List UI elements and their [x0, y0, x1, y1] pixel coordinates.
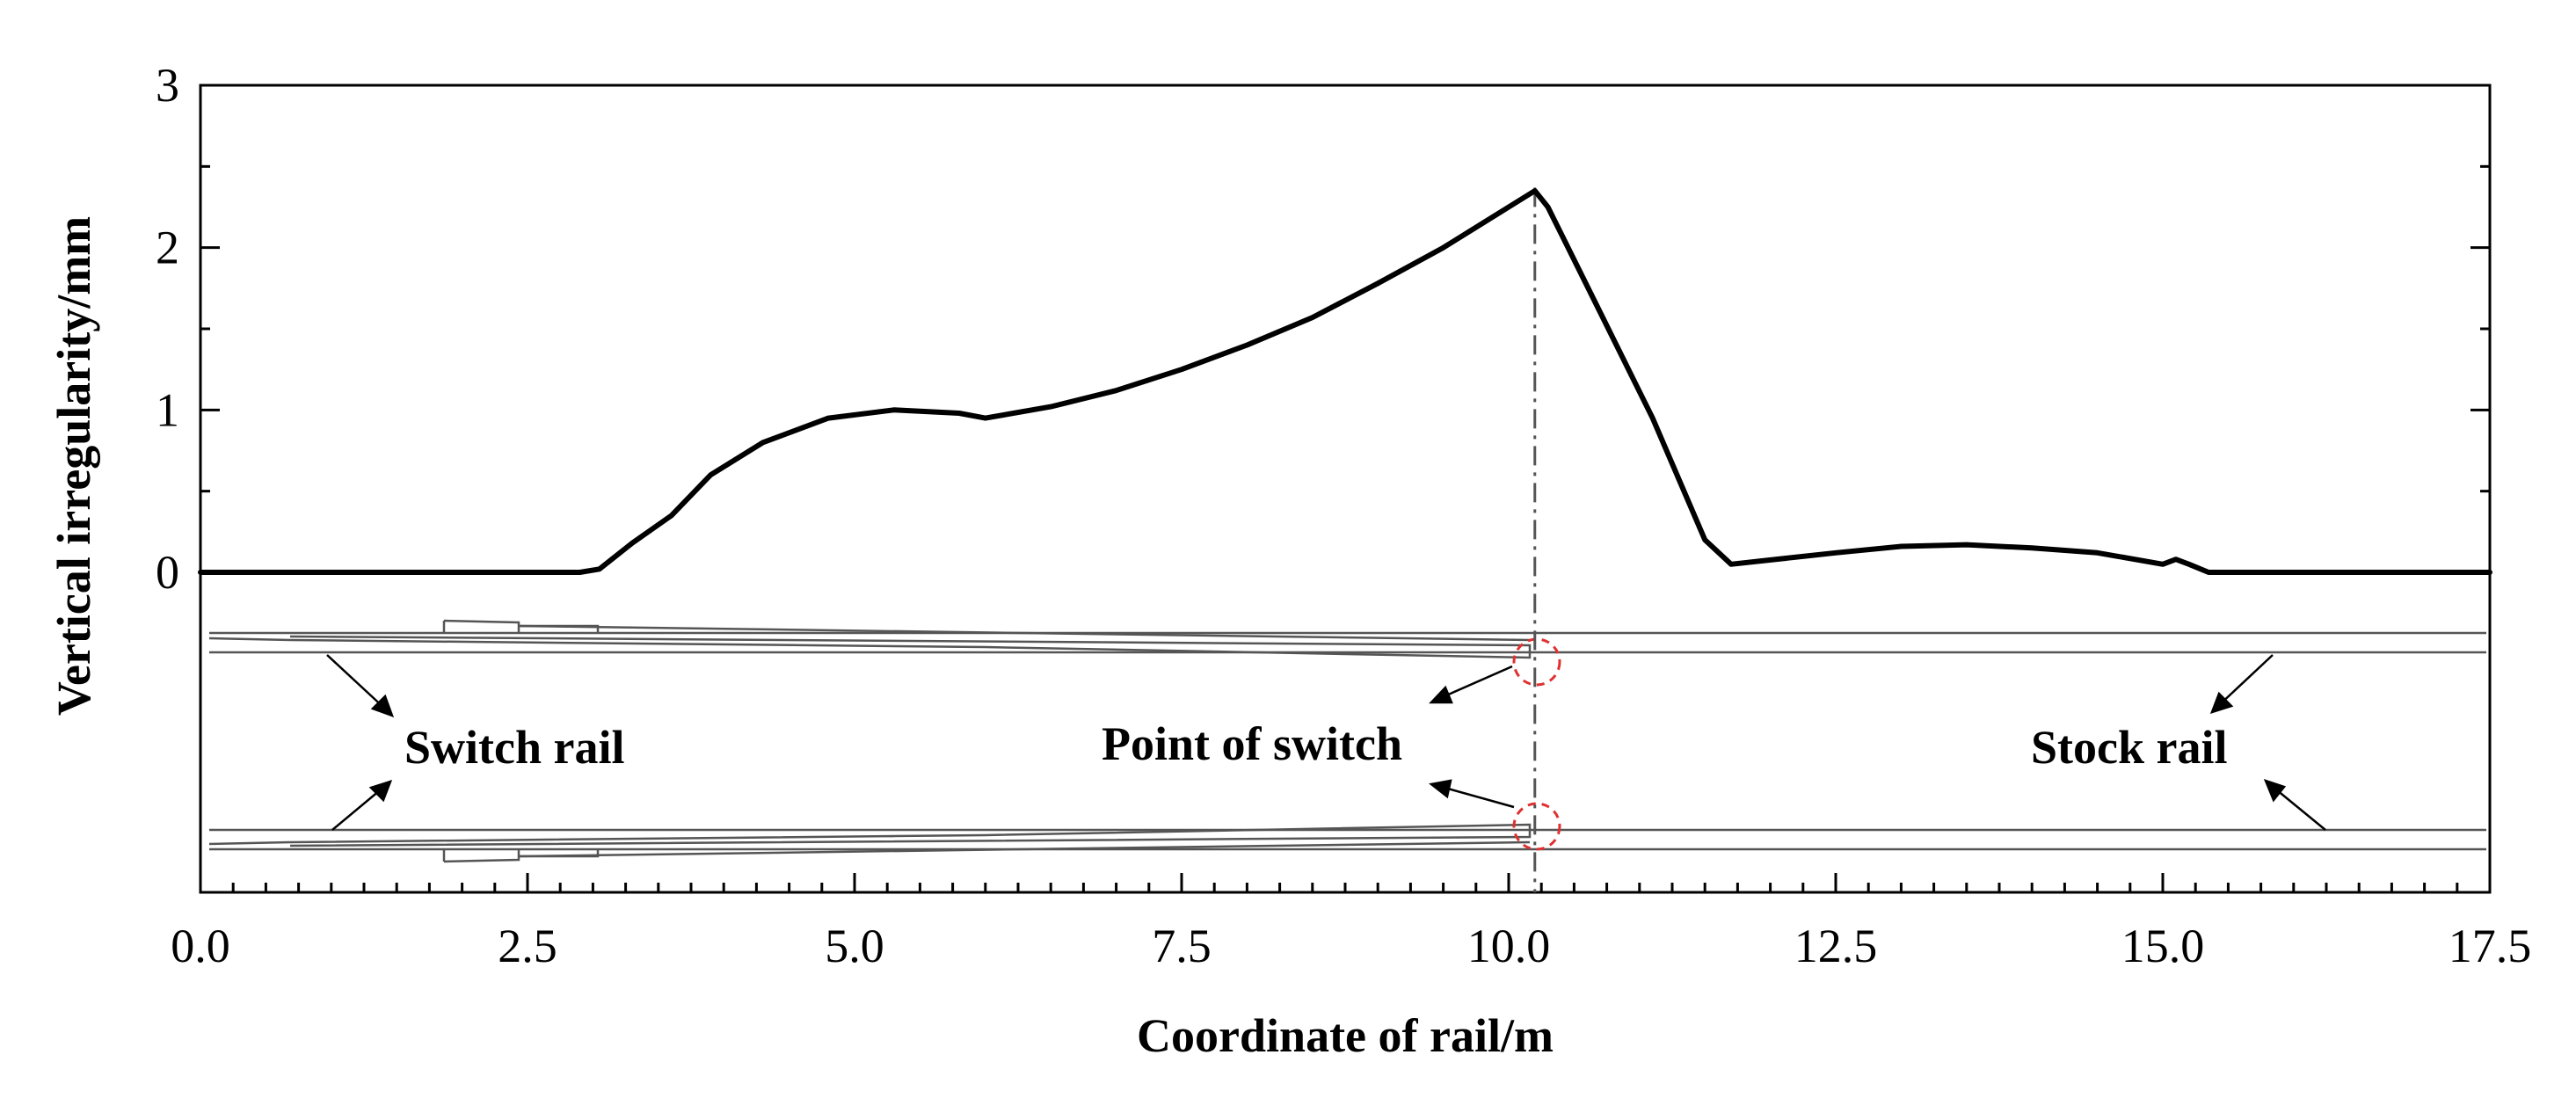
arrow-switch-rail-upper	[326, 654, 388, 711]
x-axis-title: Coordinate of rail/m	[1137, 1009, 1554, 1062]
x-tick-label: 0.0	[171, 920, 230, 972]
arrowhead-point-lower	[1429, 779, 1452, 799]
axis-ticks	[199, 84, 2492, 892]
y-axis-tick-labels: 0 1 2 3	[156, 59, 179, 599]
upper-switch-taper	[518, 624, 1531, 642]
y-tick-label: 1	[156, 383, 179, 436]
point-of-switch-marker-upper	[1512, 637, 1561, 687]
y-tick-label: 0	[156, 546, 179, 599]
point-of-switch-marker-lower	[1512, 802, 1561, 851]
annotation-switch-rail: Switch rail	[404, 721, 625, 774]
x-tick-label: 5.0	[825, 920, 884, 972]
x-tick-label: 15.0	[2121, 920, 2205, 972]
y-axis-title: Vertical irregularity/mm	[47, 216, 100, 716]
x-tick-label: 12.5	[1794, 920, 1878, 972]
x-axis-tick-labels: 0.0 2.5 5.0 7.5 10.0 12.5 15.0 17.5	[171, 920, 2531, 972]
upper-stock-rail	[209, 631, 2486, 654]
y-tick-label: 2	[156, 222, 179, 274]
arrow-point-upper	[1437, 665, 1513, 701]
arrowhead-switch-rail-lower	[368, 780, 393, 803]
arrow-stock-rail-lower	[2271, 785, 2326, 831]
series-line-vertical-irregularity	[198, 188, 2492, 575]
arrowhead-stock-rail-upper	[2209, 691, 2234, 714]
annotation-point-of-switch: Point of switch	[1102, 717, 1402, 770]
arrow-point-lower	[1437, 784, 1515, 809]
annotation-arrows	[326, 654, 2326, 831]
y-tick-label: 3	[156, 59, 179, 112]
rail-schematic-drawing	[208, 619, 2486, 863]
lower-stock-rail	[209, 828, 2486, 851]
annotation-stock-rail: Stock rail	[2031, 721, 2228, 774]
arrowhead-point-upper	[1429, 685, 1453, 704]
lower-switch-rail	[208, 823, 1532, 847]
arrowhead-switch-rail-upper	[370, 694, 395, 718]
x-tick-label: 7.5	[1152, 920, 1212, 972]
upper-switch-rail	[208, 635, 1532, 659]
x-tick-label: 10.0	[1467, 920, 1551, 972]
arrow-stock-rail-upper	[2216, 654, 2274, 708]
x-tick-label: 17.5	[2449, 920, 2532, 972]
x-tick-label: 2.5	[498, 920, 557, 972]
arrowhead-stock-rail-lower	[2263, 778, 2287, 803]
lower-switch-taper	[518, 840, 1531, 858]
